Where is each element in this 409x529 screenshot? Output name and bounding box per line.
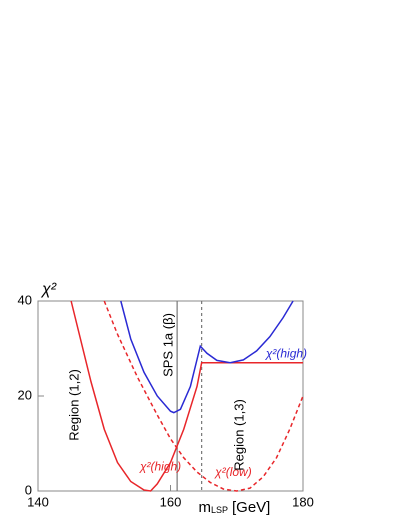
data-line — [70, 300, 303, 492]
vertical-line-label: SPS 1a (β) — [161, 313, 176, 377]
x-tick-label: 180 — [292, 494, 314, 509]
y-tick-label: 20 — [18, 387, 32, 402]
x-label-unit: [GeV] — [232, 499, 270, 516]
x-tick-label: 140 — [27, 494, 49, 509]
data-line — [120, 300, 294, 414]
region-label: Region (1,3) — [231, 399, 246, 471]
series-label: χ²(high) — [265, 346, 307, 360]
y-axis-label: χ² — [40, 281, 57, 298]
x-tick-label: 160 — [160, 494, 182, 509]
region-label: Region (1,2) — [66, 369, 81, 441]
x-label-sub: LSP — [211, 505, 228, 515]
x-label-main: m — [198, 499, 211, 516]
series-label: χ²(high) — [139, 459, 181, 473]
y-tick-label: 0 — [25, 482, 32, 497]
data-line — [103, 300, 304, 492]
x-axis-label: mLSP — [198, 499, 228, 516]
y-tick-label: 40 — [18, 292, 32, 307]
series-label: χ²(low) — [214, 465, 252, 479]
